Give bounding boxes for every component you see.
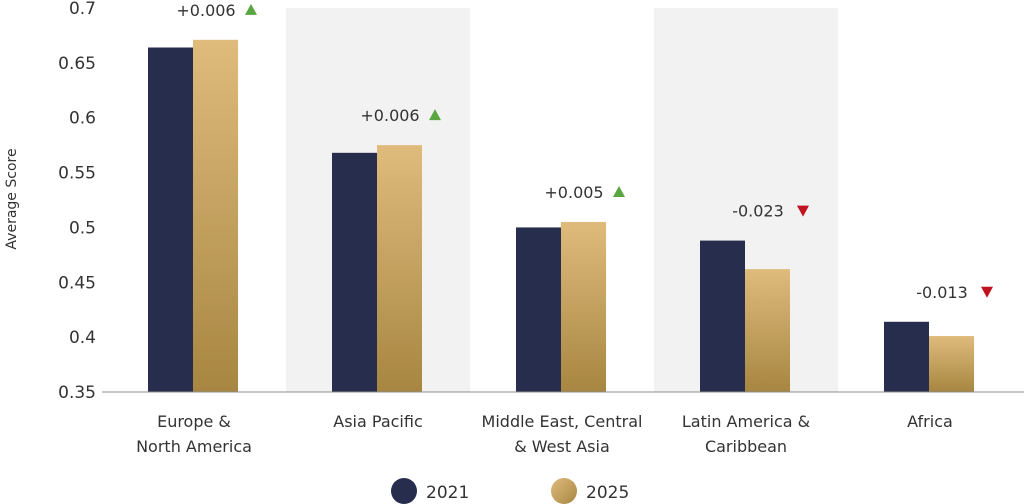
legend-swatch-2025	[551, 478, 577, 504]
y-tick-label: 0.55	[58, 164, 96, 184]
change-label: +0.005	[544, 183, 603, 202]
bar-2025	[745, 269, 790, 392]
y-tick-label: 0.7	[69, 0, 96, 19]
bar-2021	[700, 240, 745, 392]
y-tick-label: 0.4	[69, 328, 96, 348]
legend-label-2021: 2021	[426, 483, 469, 503]
bar-2021	[516, 227, 561, 392]
bar-2025	[561, 221, 606, 392]
legend-swatch-2021	[391, 478, 417, 504]
bar-2021	[884, 321, 929, 392]
change-label: -0.013	[916, 283, 968, 302]
bar-2021	[148, 47, 193, 393]
bar-2025	[929, 336, 974, 392]
arrow-up-icon	[245, 3, 257, 15]
category-bands	[286, 8, 838, 392]
change-label: -0.023	[732, 202, 784, 221]
x-category-label: Middle East, Central & West Asia	[482, 412, 643, 456]
y-tick-label: 0.45	[58, 273, 96, 293]
arrow-down-icon	[981, 286, 993, 298]
y-tick-label: 0.6	[69, 109, 96, 129]
x-category-label: Latin America & Caribbean	[682, 412, 810, 456]
change-label: +0.006	[176, 1, 235, 20]
arrow-up-icon	[429, 109, 441, 121]
change-label: +0.006	[360, 106, 419, 125]
bar-2025	[193, 39, 238, 393]
arrow-down-icon	[797, 205, 809, 217]
bar-2021	[332, 152, 377, 392]
arrow-up-icon	[613, 185, 625, 197]
change-annotations: +0.006 +0.006 +0.005 -0.023 -0.013	[176, 1, 993, 302]
y-axis-title: Average Score	[4, 148, 20, 249]
x-axis-labels: Europe & North America Asia Pacific Middle …	[136, 412, 953, 456]
y-tick-label: 0.5	[69, 218, 96, 238]
y-tick-label: 0.65	[58, 54, 96, 74]
legend: 2021 2025	[391, 478, 629, 504]
legend-label-2025: 2025	[586, 483, 629, 503]
x-category-label: Africa	[907, 412, 953, 431]
bars	[148, 39, 974, 393]
x-category-label: Asia Pacific	[333, 412, 422, 431]
y-axis: 0.35 0.4 0.45 0.5 0.55 0.6 0.65 0.7	[58, 0, 96, 403]
y-tick-label: 0.35	[58, 383, 96, 403]
x-category-label: Europe & North America	[136, 412, 252, 456]
bar-2025	[377, 145, 422, 392]
